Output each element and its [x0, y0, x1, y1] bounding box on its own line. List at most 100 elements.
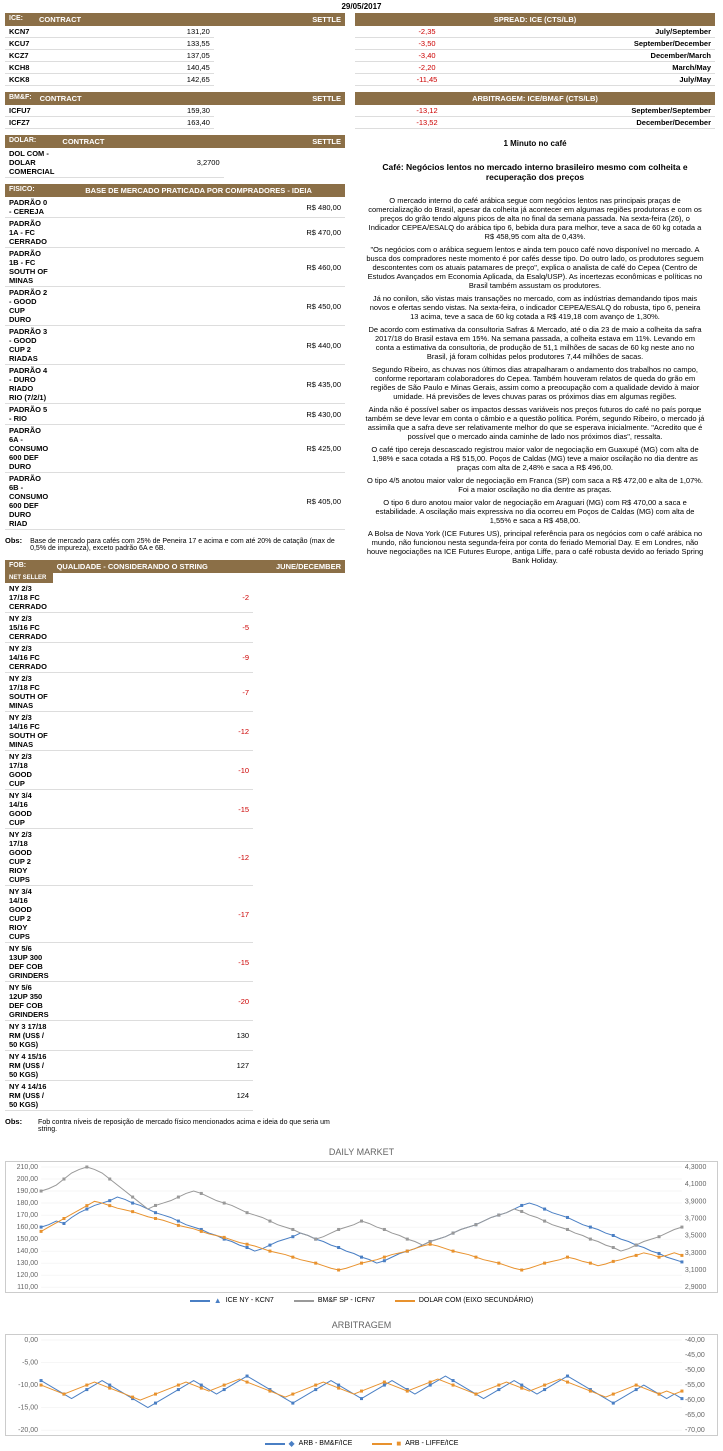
ice-h2: SETTLE — [214, 13, 345, 26]
chart1-legend: ▲ICE NY - KCN7 BM&F SP - ICFN7 DOLAR COM (… — [5, 1293, 718, 1308]
dolar-h1: CONTRACT — [58, 135, 223, 148]
table-cell: 137,05 — [35, 50, 214, 62]
table-cell: DOL COM - DOLAR COMERCIAL — [5, 148, 58, 178]
svg-text:-70,00: -70,00 — [685, 1427, 705, 1434]
article-body: O mercado interno do café arábica segue … — [355, 192, 715, 569]
table-cell: 3,2700 — [58, 148, 223, 178]
table-cell: -2 — [53, 583, 254, 613]
table-cell: NY 5/6 13UP 300 DEF COB GRINDERS — [5, 943, 53, 982]
table-cell: PADRÃO 6A - CONSUMO 600 DEF DURO — [5, 425, 52, 473]
table-cell: 133,55 — [35, 38, 214, 50]
svg-text:130,00: 130,00 — [17, 1260, 39, 1267]
legend-label: BM&F SP - ICFN7 — [318, 1297, 375, 1304]
table-cell: PADRÃO 0 - CEREJA — [5, 197, 52, 218]
legend-item: ▲ICE NY - KCN7 — [190, 1296, 274, 1305]
fob-obs-wrap: Obs: Fob contra níveis de reposição de m… — [5, 1117, 345, 1135]
table-cell: -11,45 — [355, 74, 499, 86]
table-cell: R$ 460,00 — [52, 248, 345, 287]
svg-text:140,00: 140,00 — [17, 1248, 39, 1255]
article-paragraph: Ainda não é possível saber os impactos d… — [365, 405, 705, 441]
table-cell: R$ 440,00 — [52, 326, 345, 365]
table-cell: NY 3 17/18 RM (US$ / 50 KGS) — [5, 1021, 53, 1051]
table-cell: 130 — [53, 1021, 254, 1051]
svg-text:190,00: 190,00 — [17, 1188, 39, 1195]
table-cell: -12 — [53, 829, 254, 886]
svg-text:0,00: 0,00 — [24, 1337, 38, 1344]
bmf-label: BM&F: — [5, 92, 36, 105]
table-cell: -13,52 — [355, 117, 499, 129]
legend-label: DOLAR COM (EIXO SECUNDÁRIO) — [419, 1297, 533, 1304]
article-paragraph: "Os negócios com o arábica seguem lentos… — [365, 245, 705, 290]
arb-header: ARBITRAGEM: ICE/BM&F (CTS/LB) — [355, 92, 715, 105]
svg-text:-45,00: -45,00 — [685, 1352, 705, 1359]
table-cell: December/March — [499, 50, 715, 62]
svg-text:210,00: 210,00 — [17, 1164, 39, 1171]
svg-text:3,1000: 3,1000 — [685, 1267, 707, 1274]
svg-text:180,00: 180,00 — [17, 1200, 39, 1207]
chart2-legend: ◆ARB - BM&F/ICE■ARB - LIFFE/ICE — [5, 1436, 718, 1451]
table-cell: NY 3/4 14/16 GOOD CUP — [5, 790, 53, 829]
table-cell: -12 — [53, 712, 254, 751]
svg-text:3,3000: 3,3000 — [685, 1250, 707, 1257]
table-cell: KCK8 — [5, 74, 35, 86]
svg-text:120,00: 120,00 — [17, 1272, 39, 1279]
dolar-h2: SETTLE — [224, 135, 345, 148]
article-paragraph: De acordo com estimativa da consultoria … — [365, 325, 705, 361]
svg-text:3,9000: 3,9000 — [685, 1198, 707, 1205]
fob-h2: JUNE/DECEMBER — [253, 560, 345, 573]
table-cell: NY 4 14/16 RM (US$ / 50 KGS) — [5, 1081, 53, 1111]
table-cell: NY 2/3 15/16 FC CERRADO — [5, 613, 53, 643]
table-cell: September/September — [499, 105, 715, 117]
fisico-table: FISICO: BASE DE MERCADO PRATICADA POR CO… — [5, 184, 345, 530]
legend-label: ARB - LIFFE/ICE — [405, 1440, 458, 1447]
table-cell: NY 2/3 17/18 FC SOUTH OF MINAS — [5, 673, 53, 712]
article-paragraph: O mercado interno do café arábica segue … — [365, 196, 705, 241]
svg-text:-65,00: -65,00 — [685, 1412, 705, 1419]
fisico-obs-label: Obs: — [5, 536, 26, 554]
table-cell: NY 2/3 17/18 FC CERRADO — [5, 583, 53, 613]
svg-text:200,00: 200,00 — [17, 1176, 39, 1183]
table-cell: R$ 430,00 — [52, 404, 345, 425]
table-cell: NY 4 15/16 RM (US$ / 50 KGS) — [5, 1051, 53, 1081]
table-cell: 159,30 — [36, 105, 214, 117]
table-cell: R$ 405,00 — [52, 473, 345, 530]
legend-label: ARB - BM&F/ICE — [299, 1440, 353, 1447]
svg-text:2,9000: 2,9000 — [685, 1284, 707, 1291]
table-cell: PADRÃO 2 - GOOD CUP DURO — [5, 287, 52, 326]
svg-text:3,5000: 3,5000 — [685, 1233, 707, 1240]
arb-table: ARBITRAGEM: ICE/BM&F (CTS/LB) -13,12Sept… — [355, 92, 715, 129]
table-cell: -7 — [53, 673, 254, 712]
table-cell: -3,40 — [355, 50, 499, 62]
bmf-h1: CONTRACT — [36, 92, 214, 105]
svg-text:-60,00: -60,00 — [685, 1397, 705, 1404]
bmf-h2: SETTLE — [214, 92, 345, 105]
table-cell: -10 — [53, 751, 254, 790]
table-cell: PADRÃO 1A - FC CERRADO — [5, 218, 52, 248]
table-cell: KCZ7 — [5, 50, 35, 62]
report-date: 29/05/2017 — [0, 0, 723, 13]
table-cell: KCU7 — [5, 38, 35, 50]
table-cell: R$ 450,00 — [52, 287, 345, 326]
fisico-header: BASE DE MERCADO PRATICADA POR COMPRADORE… — [52, 184, 345, 197]
chart1-svg: 110,00120,00130,00140,00150,00160,00170,… — [6, 1162, 717, 1292]
fisico-obs: Base de mercado para cafés com 25% de Pe… — [26, 536, 345, 554]
svg-text:4,3000: 4,3000 — [685, 1164, 707, 1171]
table-cell: ICFU7 — [5, 105, 36, 117]
ice-label: ICE: — [5, 13, 35, 26]
table-cell: 140,45 — [35, 62, 214, 74]
chart2-svg: -20,00-15,00-10,00-5,000,00-70,00-65,00-… — [6, 1335, 717, 1435]
table-cell: December/December — [499, 117, 715, 129]
table-cell: 127 — [53, 1051, 254, 1081]
table-cell: July/September — [499, 26, 715, 38]
arbitragem-chart: ARBITRAGEM -20,00-15,00-10,00-5,000,00-7… — [0, 1316, 723, 1451]
svg-text:-10,00: -10,00 — [18, 1382, 38, 1389]
svg-text:-55,00: -55,00 — [685, 1382, 705, 1389]
dolar-table: DOLAR: CONTRACT SETTLE DOL COM - DOLAR C… — [5, 135, 345, 178]
svg-text:150,00: 150,00 — [17, 1236, 39, 1243]
svg-text:-15,00: -15,00 — [18, 1405, 38, 1412]
fob-h1: QUALIDADE - CONSIDERANDO O STRING — [53, 560, 254, 573]
table-cell: NY 2/3 17/18 GOOD CUP 2 RIOY CUPS — [5, 829, 53, 886]
fob-label: FOB: — [5, 560, 53, 573]
chart2-title: ARBITRAGEM — [5, 1316, 718, 1334]
article-paragraph: Segundo Ribeiro, as chuvas nos últimos d… — [365, 365, 705, 401]
